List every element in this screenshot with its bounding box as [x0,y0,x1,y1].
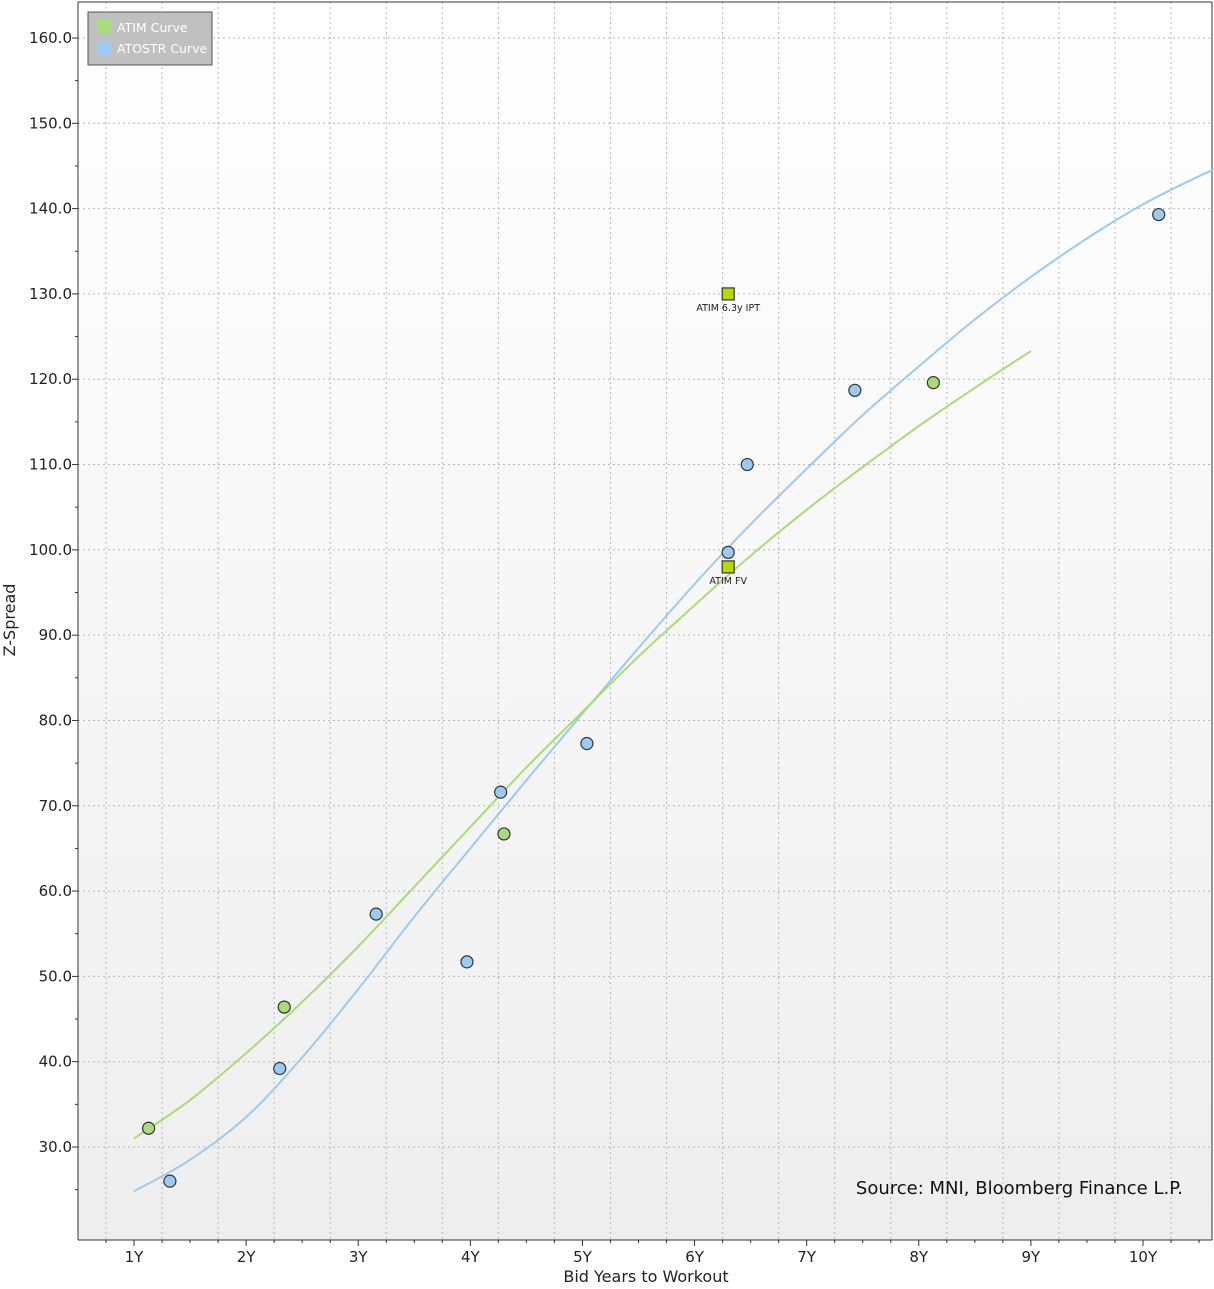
annotation-marker [721,287,735,301]
x-tick-label: 6Y [685,1248,705,1266]
annotation-marker [721,560,735,574]
data-point-atim [141,1121,156,1135]
curve-line-atostr [133,168,1214,1193]
axes [72,1,1213,1246]
x-axis-title: Bid Years to Workout [563,1267,728,1286]
annotation-label: ATIM FV [709,576,747,587]
x-tick-label: 5Y [573,1248,593,1266]
annotations: ATIM 6.3y IPT ATIM FV [696,287,760,587]
y-tick-label: 100.0 [29,541,72,559]
x-tick-label: 3Y [349,1248,369,1266]
data-points [141,207,1166,1188]
x-tick-label: 10Y [1129,1248,1158,1266]
plot-background [78,2,1212,1240]
data-point-atostr [848,383,862,397]
data-point-atostr [721,545,735,560]
y-tick-label: 50.0 [39,967,72,985]
x-tick-label: 1Y [125,1248,145,1266]
legend-swatch-atim [97,20,111,34]
y-tick-label: 130.0 [29,285,72,303]
data-point-atim [277,1000,291,1014]
y-tick-label: 90.0 [39,626,72,644]
y-tick-label: 120.0 [29,370,72,388]
y-tick-label: 40.0 [39,1053,72,1071]
fitted-curves [133,168,1214,1193]
data-point-atim [497,827,511,841]
data-point-atostr [580,736,594,751]
tick-labels: 30.0 40.0 50.0 60.0 70.0 80.0 90.0 100.0 110.0 12… [29,29,1158,1266]
data-point-atostr [163,1174,177,1188]
legend[interactable]: ATIM Curve ATOSTR Curve [87,11,213,66]
y-tick-label: 80.0 [39,711,72,729]
source-note: Source: MNI, Bloomberg Finance L.P. [856,1178,1183,1199]
annotation-label: ATIM 6.3y IPT [696,303,760,314]
x-tick-label: 8Y [909,1248,929,1266]
grid-lines [78,2,1212,1240]
data-point-atostr [273,1061,287,1076]
y-tick-label: 140.0 [29,200,72,218]
y-tick-label: 110.0 [29,456,72,474]
data-point-atostr [494,785,508,799]
x-tick-label: 2Y [237,1248,257,1266]
data-point-atostr [369,907,383,921]
x-tick-label: 7Y [797,1248,817,1266]
y-tick-label: 160.0 [29,29,72,47]
x-tick-label: 4Y [461,1248,481,1266]
legend-swatch-atostr [97,41,111,55]
data-point-atim [926,376,940,390]
y-axis-title: Z-Spread [0,584,19,657]
data-point-atostr [460,955,474,969]
data-point-atostr [1152,207,1166,222]
y-tick-label: 150.0 [29,114,72,132]
legend-label-atim: ATIM Curve [117,20,188,35]
curve-line-atim [133,350,1032,1140]
x-tick-label: 9Y [1022,1248,1042,1266]
y-tick-label: 60.0 [39,882,72,900]
y-tick-label: 70.0 [39,797,72,815]
legend-label-atostr: ATOSTR Curve [117,41,207,56]
data-point-atostr [740,457,754,472]
y-tick-label: 30.0 [39,1138,72,1156]
